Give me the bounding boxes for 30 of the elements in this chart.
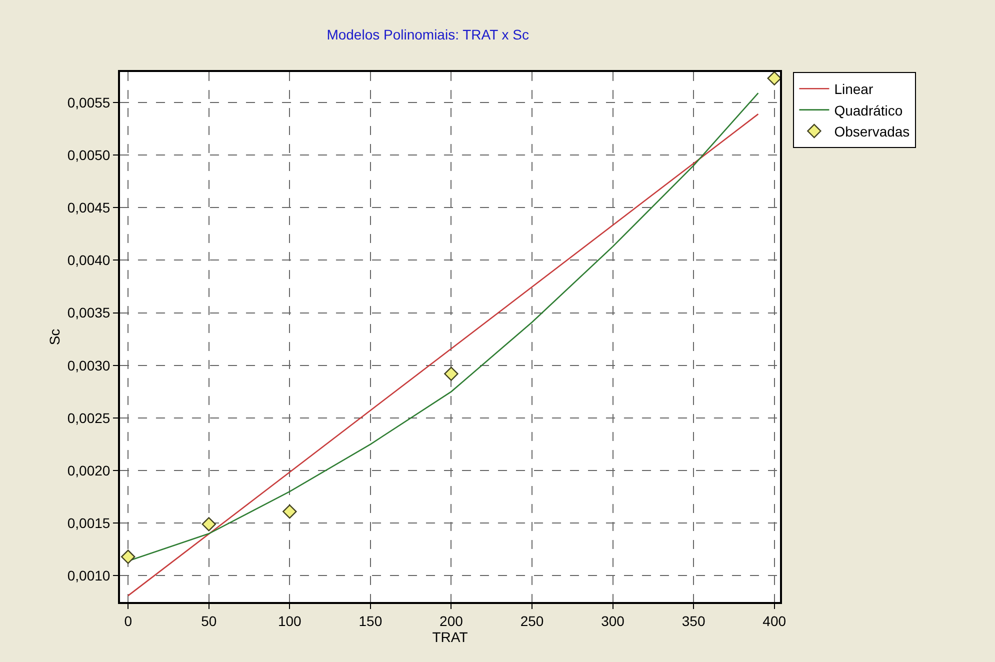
point xyxy=(444,366,458,381)
y-tick-label: 0,0010 xyxy=(67,568,110,584)
legend-label: Quadrático xyxy=(834,102,903,118)
x-tick-label: 150 xyxy=(358,612,382,629)
y-tick-label: 0,0030 xyxy=(67,357,110,374)
x-tick-label: 0 xyxy=(124,612,132,629)
y-tick-label: 0,0015 xyxy=(67,515,110,532)
legend-label: Linear xyxy=(834,81,874,98)
x-axis-title: TRAT xyxy=(432,628,468,645)
x-tick-label: 200 xyxy=(440,612,464,629)
y-tick-label: 0,0020 xyxy=(67,462,110,478)
x-tick-label: 300 xyxy=(601,612,625,629)
y-axis-title: Sc xyxy=(46,328,62,346)
x-tick-label: 50 xyxy=(201,612,217,629)
point xyxy=(767,71,782,86)
y-tick-label: 0,0045 xyxy=(67,200,110,216)
point xyxy=(120,550,136,564)
y-tick-label: 0,0040 xyxy=(67,252,110,268)
point xyxy=(202,517,216,532)
x-tick-label: 350 xyxy=(682,612,706,629)
y-tick-label: 0,0035 xyxy=(67,304,110,321)
point xyxy=(282,504,297,519)
y-tick-label: 0,0050 xyxy=(67,146,110,163)
y-tick-label: 0,0055 xyxy=(67,94,110,110)
x-tick-label: 250 xyxy=(520,612,544,629)
y-tick-label: 0,0025 xyxy=(67,410,110,426)
chart-title: Modelos Polinomiais: TRAT x Sc xyxy=(326,26,529,43)
x-tick-label: 400 xyxy=(762,612,786,629)
legend-label: Observadas xyxy=(834,123,910,140)
x-tick-label: 100 xyxy=(278,612,302,629)
